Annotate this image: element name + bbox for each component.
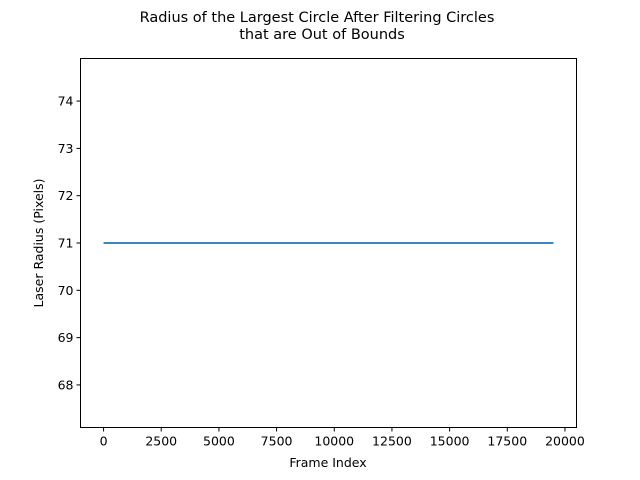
- x-tick-label: 0: [100, 434, 108, 449]
- x-tick-label: 10000: [314, 434, 354, 449]
- x-tick-label: 7500: [261, 434, 293, 449]
- x-tick-label: 12500: [372, 434, 412, 449]
- x-axis-label: Frame Index: [289, 455, 366, 470]
- tick-layer: 0 2500 5000 7500 10000 12500 15000 17500 20000 68…: [58, 94, 585, 449]
- x-tick-label: 5000: [203, 434, 235, 449]
- y-tick-label: 73: [58, 141, 74, 156]
- y-tick-label: 71: [58, 236, 74, 251]
- x-tick-label: 15000: [430, 434, 470, 449]
- x-tick-label: 2500: [145, 434, 177, 449]
- y-tick-label: 68: [58, 377, 74, 392]
- x-tick-label: 20000: [545, 434, 585, 449]
- y-axis-label: Laser Radius (Pixels): [31, 178, 46, 307]
- x-tick-label: 17500: [487, 434, 527, 449]
- y-tick-label: 74: [58, 94, 74, 109]
- plot-frame: [80, 58, 577, 428]
- y-tick-label: 70: [58, 283, 74, 298]
- chart-title-line-1: Radius of the Largest Circle After Filte…: [140, 10, 495, 26]
- y-tick-label: 72: [58, 188, 74, 203]
- y-tick-label: 69: [58, 330, 74, 345]
- chart-title-line-2: that are Out of Bounds: [239, 27, 405, 43]
